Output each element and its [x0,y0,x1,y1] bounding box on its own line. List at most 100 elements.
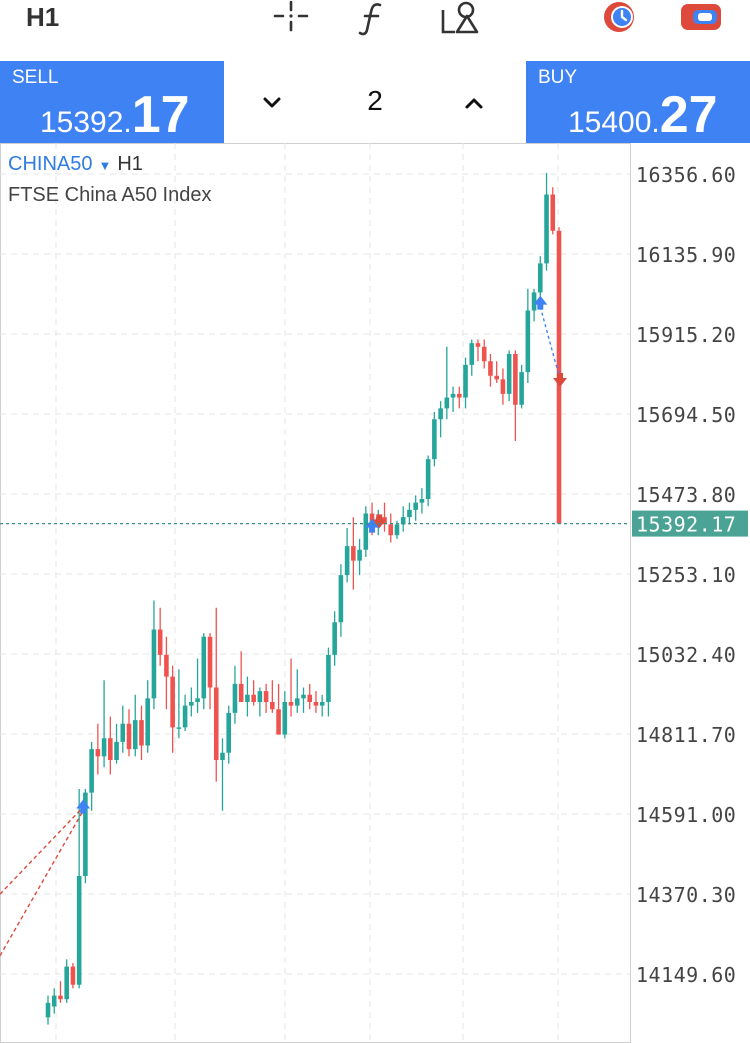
candle-body [51,995,57,1007]
symbol-name[interactable]: CHINA50 [8,153,93,175]
candle-body [151,629,157,699]
candle-body [145,698,151,746]
candle-body [276,709,281,735]
candle-body [357,549,362,561]
candle-body [282,701,288,735]
crosshair-icon[interactable] [266,0,316,36]
candle-body [83,792,88,876]
candle-body [513,354,518,405]
trade-bar: SELL 15392.17 2 BUY 15400.27 [0,61,750,144]
candlestick-chart[interactable]: 16356.60 16135.90 15915.20 15694.50 15473.80… [0,143,750,1043]
candle-body [176,727,182,729]
candle-body [120,723,126,742]
timeframe-selector[interactable]: H1 [26,2,60,32]
candle-body [463,364,468,398]
candle-body [263,691,269,702]
candle-body [369,513,375,521]
candle-body [170,676,175,728]
candle-body [307,694,313,702]
buy-arrow-icon [533,295,548,310]
sell-price-main: 15392. [40,106,132,139]
candle-body [481,346,487,362]
candle-body [388,524,394,536]
function-icon[interactable] [348,0,398,36]
candle-body [450,393,456,398]
y-tick-label: 14149.60 [636,963,736,987]
y-tick-label: 15253.10 [636,563,736,587]
symbol-description: FTSE China A50 Index [8,184,212,206]
candle-body [195,698,200,702]
candle-body [338,575,344,623]
candle-body [270,701,275,710]
candle-body [413,502,418,510]
candle-body [132,720,138,750]
candle-body [363,513,369,550]
candle-body [189,701,194,706]
y-tick-label: 15473.80 [636,483,736,507]
lot-size-control: 2 [224,61,526,143]
sell-arrow-icon [553,373,567,388]
candle-body [344,546,350,576]
y-tick-label: 14811.70 [636,723,736,747]
symbol-header[interactable]: CHINA50 ▼ H1 [8,153,143,176]
y-tick-label: 16135.90 [636,243,736,267]
y-tick-label: 16356.60 [636,163,736,187]
buy-label: BUY [538,67,578,88]
buy-button[interactable]: BUY 15400.27 [526,61,750,144]
candle-body [332,622,337,655]
sell-label: SELL [12,67,59,88]
candle-body [288,701,294,706]
candle-body [301,694,306,699]
candle-body [201,636,207,699]
account-toggle-icon[interactable] [676,0,726,36]
chevron-down-icon [263,97,281,108]
symbol-timeframe: H1 [117,153,143,175]
objects-icon[interactable] [436,0,486,36]
candle-body [157,629,163,655]
candle-body [64,966,69,1000]
candle-body [95,749,101,757]
candle-body [550,194,556,231]
candle-body [139,720,144,746]
top-toolbar: H1 [0,0,750,60]
candle-body [182,705,188,728]
sell-arrow-icon [372,514,387,529]
caret-down-icon[interactable]: ▼ [98,158,112,173]
candle-body [500,379,506,394]
candle-body [58,995,63,1000]
candle-body [45,1002,51,1018]
candle-body [207,636,213,688]
candle-body [108,738,113,760]
candle-body [544,194,549,264]
candle-body [101,738,107,757]
candle-body [220,752,225,760]
candle-body [70,966,76,985]
y-tick-label: 14591.00 [636,803,736,827]
lot-decrease-button[interactable] [252,83,292,123]
candle-body [238,683,244,702]
candle-body [407,509,412,518]
price-chart[interactable]: 16356.60 16135.90 15915.20 15694.50 15473.80… [0,143,750,1043]
candle-body [114,741,119,760]
trade-clock-icon[interactable] [594,0,644,36]
candle-body [226,712,232,753]
buy-price-main: 15400. [568,106,660,139]
candle-body [519,372,524,405]
y-tick-label: 15915.20 [636,323,736,347]
buy-price-big: 27 [659,86,718,144]
candle-body [419,499,425,503]
candle-body [438,408,443,420]
sell-button[interactable]: SELL 15392.17 [0,61,224,144]
candle-body [164,654,169,677]
candle-body [400,517,406,525]
lot-size-value[interactable]: 2 [367,85,383,116]
candle-body [456,393,462,398]
candle-body [319,701,325,706]
candle-body [394,524,400,536]
candle-body [351,546,356,561]
candle-body [313,701,319,706]
candle-body [488,361,493,376]
current-price-label: 15392.17 [636,513,736,537]
candle-body [531,292,537,311]
lot-increase-button[interactable] [454,83,494,123]
